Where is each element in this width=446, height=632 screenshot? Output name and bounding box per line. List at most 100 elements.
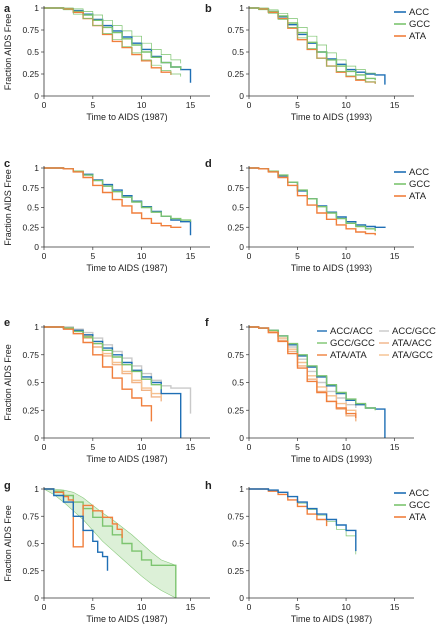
series-ata-line (249, 167, 376, 236)
y-tick-label: 0.75 (22, 350, 39, 360)
y-tick-label: 1 (239, 3, 244, 13)
y-tick-label: 0.75 (227, 350, 244, 360)
x-axis-label: Time to AIDS (1993) (291, 454, 372, 464)
x-tick-label: 10 (137, 251, 147, 261)
series-ata-ata-line (249, 326, 357, 418)
y-tick-label: 0.5 (27, 203, 39, 213)
series-gcc-line (44, 167, 192, 222)
y-tick-label: 0 (239, 433, 244, 443)
y-tick-label: 0.25 (22, 69, 39, 79)
x-tick-label: 10 (341, 251, 351, 261)
series-acc-line (44, 488, 109, 571)
series-ata-ata-line (44, 326, 153, 422)
series-gcc-gcc-line (249, 326, 376, 411)
x-tick-label: 5 (295, 442, 300, 452)
y-axis-label: Fraction AIDS Free (3, 505, 13, 582)
y-tick-label: 0.25 (227, 405, 244, 415)
series-gcc-line (249, 7, 376, 84)
x-tick-label: 5 (90, 442, 95, 452)
x-tick-label: 10 (137, 602, 147, 612)
y-tick-label: 1 (239, 322, 244, 332)
x-tick-label: 15 (186, 442, 196, 452)
y-tick-label: 0.5 (232, 203, 244, 213)
series-gcc-line (249, 7, 376, 76)
legend-label: ACC (409, 488, 429, 499)
x-tick-label: 15 (390, 100, 400, 110)
y-tick-label: 0.25 (227, 69, 244, 79)
x-tick-label: 0 (42, 602, 47, 612)
legend-label: ACC (409, 7, 429, 18)
y-tick-label: 0 (239, 593, 244, 603)
x-axis-label: Time to AIDS (1987) (86, 263, 167, 273)
series-acc-line (249, 167, 386, 228)
y-tick-label: 0.5 (232, 47, 244, 57)
panel-letter: f (205, 317, 209, 329)
y-tick-label: 0 (34, 593, 39, 603)
x-tick-label: 15 (390, 602, 400, 612)
x-tick-label: 15 (390, 251, 400, 261)
y-tick-label: 1 (34, 163, 39, 173)
x-tick-label: 0 (247, 100, 252, 110)
y-tick-label: 0.5 (27, 47, 39, 57)
x-tick-label: 10 (137, 100, 147, 110)
x-tick-label: 0 (42, 251, 47, 261)
y-tick-label: 0.75 (227, 511, 244, 521)
legend-label: ATA (409, 512, 427, 523)
legend-label: ATA/ATA (330, 350, 367, 361)
x-tick-label: 15 (390, 442, 400, 452)
panel-letter: d (205, 158, 212, 170)
x-tick-label: 0 (42, 100, 47, 110)
x-tick-label: 10 (341, 100, 351, 110)
legend-label: ATA/GCC (392, 350, 433, 361)
legend-label: ATA (409, 31, 427, 42)
x-tick-label: 15 (186, 602, 196, 612)
x-axis-label: Time to AIDS (1993) (291, 263, 372, 273)
x-axis-label: Time to AIDS (1987) (86, 614, 167, 624)
legend-label: GCC/GCC (330, 338, 375, 349)
y-tick-label: 1 (34, 322, 39, 332)
x-axis-label: Time to AIDS (1993) (291, 112, 372, 122)
series-gcc-line (44, 7, 182, 64)
y-tick-label: 1 (34, 3, 39, 13)
y-axis-label: Fraction AIDS Free (3, 169, 13, 246)
y-tick-label: 0.25 (227, 222, 244, 232)
x-tick-label: 0 (247, 442, 252, 452)
panel-letter: h (205, 480, 212, 492)
panel-letter: a (4, 3, 11, 15)
y-tick-label: 0.75 (227, 25, 244, 35)
series-acc-acc-line (44, 326, 182, 438)
legend: ACC/ACC ACC/GCC GCC/GCC ATA/ACC ATA/ATA ATA/G… (317, 326, 436, 361)
y-tick-label: 0.75 (22, 511, 39, 521)
y-tick-label: 0.5 (232, 539, 244, 549)
y-tick-label: 0 (239, 242, 244, 252)
x-tick-label: 0 (247, 602, 252, 612)
series-gcc-line (44, 7, 182, 70)
x-tick-label: 15 (186, 100, 196, 110)
legend-label: ATA (409, 191, 427, 202)
y-axis-label: Fraction AIDS Free (3, 14, 13, 91)
y-tick-label: 0.25 (22, 405, 39, 415)
x-tick-label: 5 (295, 100, 300, 110)
series-acc-line (249, 488, 357, 552)
legend-label: ACC (409, 167, 429, 178)
legend-label: GCC (409, 500, 430, 511)
y-tick-label: 0.75 (22, 25, 39, 35)
x-tick-label: 10 (341, 442, 351, 452)
confidence-band (42, 488, 177, 599)
series-gcc-line (44, 488, 177, 598)
y-tick-label: 0.5 (27, 378, 39, 388)
x-axis-label: Time to AIDS (1987) (86, 454, 167, 464)
y-tick-label: 0.5 (232, 378, 244, 388)
y-tick-label: 1 (34, 484, 39, 494)
legend-label: GCC (409, 179, 430, 190)
y-tick-label: 1 (239, 163, 244, 173)
legend-label: ACC/ACC (330, 326, 373, 337)
